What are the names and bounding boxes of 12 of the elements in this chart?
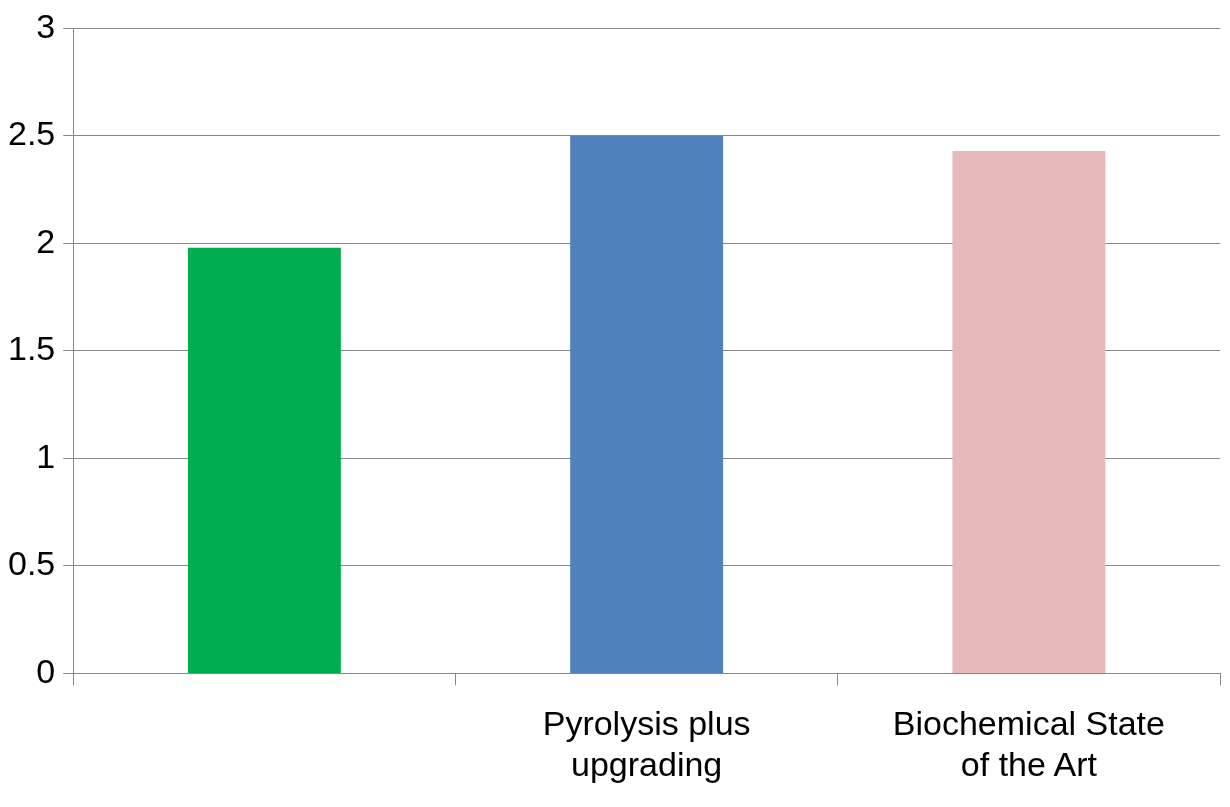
y-tick-label: 1.5 bbox=[8, 329, 56, 368]
y-tick-label: 0 bbox=[36, 651, 56, 690]
bar bbox=[187, 247, 341, 673]
bar bbox=[570, 135, 724, 673]
y-tick-label: 3 bbox=[36, 6, 56, 45]
y-tick-label: 2 bbox=[36, 221, 56, 260]
y-tick-label: 0.5 bbox=[8, 544, 56, 583]
bar bbox=[952, 150, 1106, 673]
x-tick-label: Biochemical State of the Art bbox=[892, 704, 1165, 783]
y-tick-label: 1 bbox=[36, 436, 56, 475]
x-tick-label: Pyrolysis plus upgrading bbox=[542, 704, 751, 783]
y-tick-label: 2.5 bbox=[8, 114, 56, 153]
